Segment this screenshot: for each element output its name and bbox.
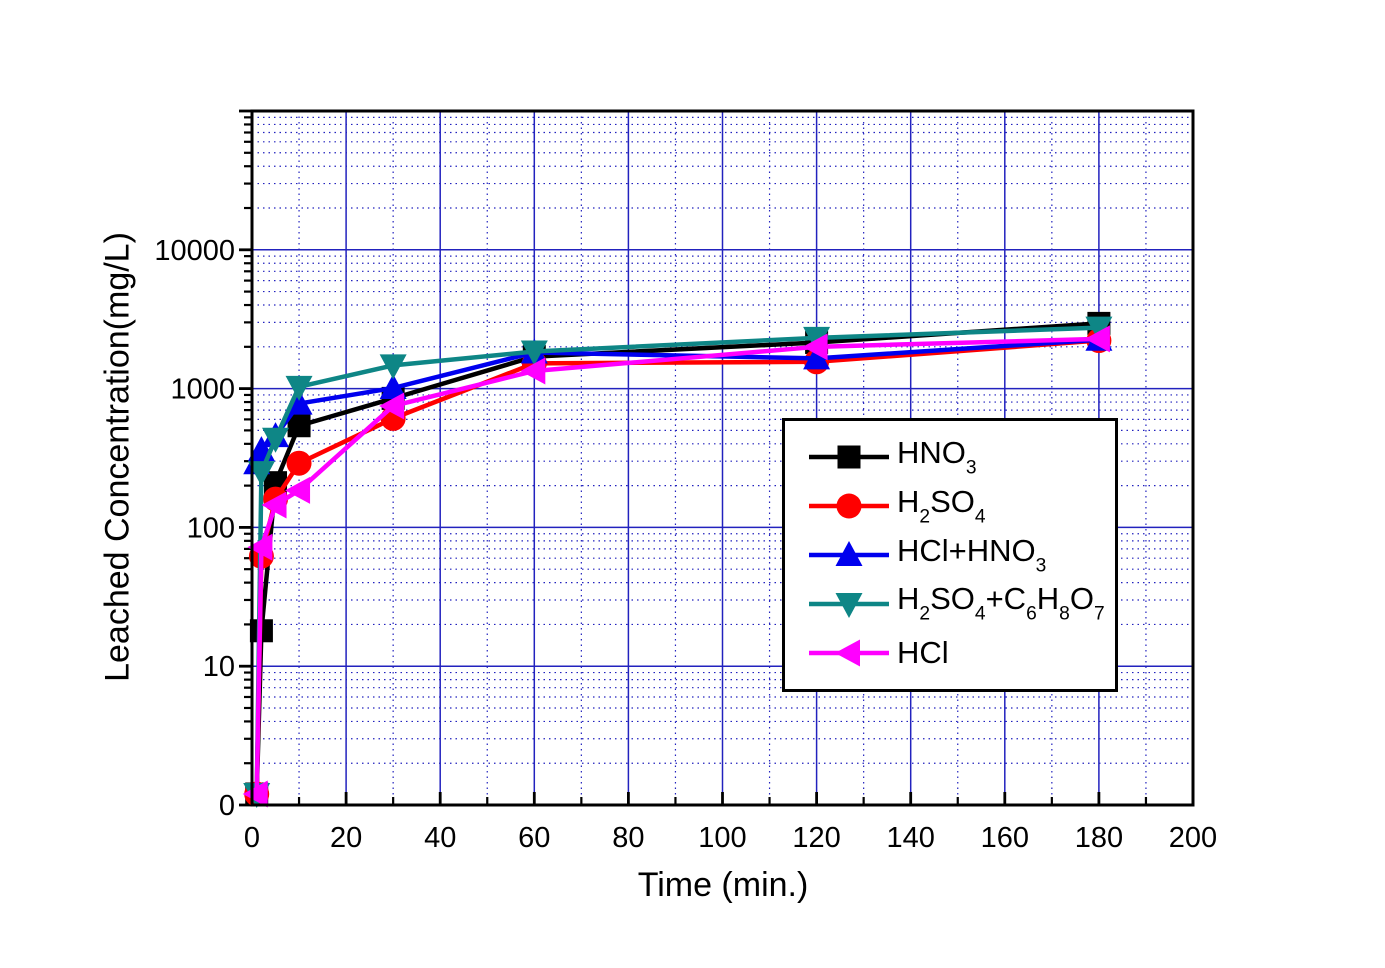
legend-item-H2SO4: H2SO4: [807, 484, 1109, 528]
y-tick-label: 100: [187, 512, 235, 544]
series-line-HNO3: [254, 321, 1102, 797]
legend-swatch-triangle-down: [809, 592, 889, 618]
data-point-triangle-up: [379, 374, 407, 400]
x-tick-label: 100: [698, 822, 746, 854]
x-tick-label: 20: [330, 822, 362, 854]
data-point-triangle-down: [1085, 316, 1113, 342]
x-tick-label: 80: [612, 822, 644, 854]
data-point-triangle-down: [379, 354, 407, 380]
data-point-triangle-down: [285, 375, 313, 401]
legend-item-label: HCl+HNO3: [897, 532, 1047, 577]
data-point-triangle-up: [803, 344, 831, 370]
y-axis-title: Leached Concentration(mg/L): [98, 232, 137, 682]
legend-swatch-square: [809, 445, 889, 469]
data-point-triangle-down: [262, 427, 290, 453]
legend-item-H2SO4+C6H8O7: H2SO4+C6H8O7: [807, 582, 1109, 626]
legend-item-HNO3: HNO3: [807, 435, 1109, 479]
data-point-triangle-down: [835, 592, 863, 618]
data-point-triangle-up: [835, 540, 863, 566]
legend-swatch-triangle-up: [809, 540, 889, 566]
legend-swatch-circle: [809, 493, 889, 519]
series-H2SO4+C6H8O7: [243, 316, 1113, 809]
data-point-triangle-left: [802, 333, 828, 361]
x-tick-label: 140: [887, 822, 935, 854]
data-point-triangle-left: [285, 476, 311, 504]
x-tick-labels: 0 20 40 60 80 100 120 140 160 180 200: [244, 822, 1217, 854]
legend-item-label: HNO3: [897, 435, 977, 479]
data-point-square: [287, 414, 311, 438]
y-tick-label: 10: [203, 651, 235, 683]
data-point-circle: [836, 493, 862, 519]
x-tick-label: 0: [244, 822, 260, 854]
data-point-triangle-down: [520, 340, 548, 366]
data-point-triangle-up: [285, 389, 313, 415]
data-point-triangle-left: [520, 357, 546, 385]
data-point-triangle-left: [261, 491, 287, 519]
data-point-circle: [286, 450, 312, 476]
data-point-triangle-left: [835, 639, 860, 667]
data-point-triangle-left: [379, 392, 405, 420]
x-tick-label: 180: [1075, 822, 1123, 854]
x-tick-label: 200: [1169, 822, 1217, 854]
x-tick-label: 120: [792, 822, 840, 854]
x-axis-title: Time (min.): [637, 866, 809, 904]
plot-frame: [250, 109, 1195, 807]
y-tick-labels: 0 10 100 1000 10000: [154, 235, 235, 822]
data-point-triangle-left: [247, 533, 273, 561]
y-tick-label: 1000: [170, 374, 235, 406]
legend-item-HCl+HNO3: HCl+HNO3: [807, 533, 1109, 577]
x-tick-label: 160: [981, 822, 1029, 854]
data-point-square: [837, 445, 861, 469]
y-tick-label: 10000: [154, 235, 235, 267]
legend: HNO3 H2SO4 HCl+HNO3 H2SO4+C6H8O7 HCl: [782, 418, 1118, 692]
data-point-triangle-left: [242, 780, 268, 808]
x-tick-label: 60: [518, 822, 550, 854]
series-HCl: [242, 325, 1110, 808]
x-tick-label: 40: [424, 822, 456, 854]
data-point-triangle-left: [1084, 325, 1110, 353]
legend-item-label: H2SO4: [897, 483, 986, 528]
data-point-triangle-down: [247, 461, 275, 487]
legend-item-label: H2SO4+C6H8O7: [897, 581, 1105, 625]
legend-item-HCl: HCl: [807, 631, 1109, 675]
legend-swatch-triangle-left: [809, 639, 889, 667]
y-tick-label: 0: [219, 790, 235, 822]
legend-item-label: HCl: [897, 635, 949, 671]
